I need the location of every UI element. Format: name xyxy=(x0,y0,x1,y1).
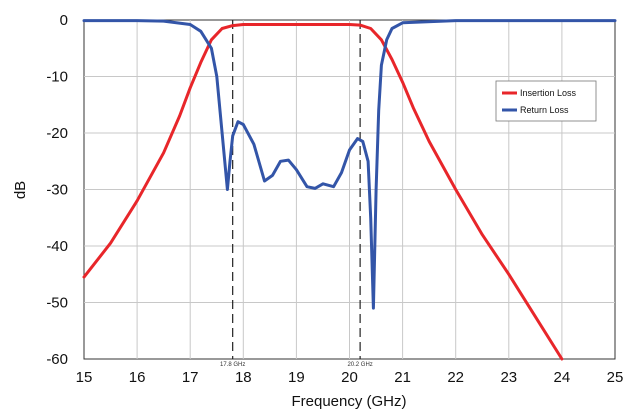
legend: Insertion Loss Return Loss xyxy=(495,80,597,122)
x-axis-title: Frequency (GHz) xyxy=(291,393,406,410)
x-tick-label: 15 xyxy=(76,369,93,386)
y-tick-label: -60 xyxy=(46,351,68,368)
x-tick-label: 24 xyxy=(554,369,571,386)
y-tick-label: 0 xyxy=(60,12,68,29)
x-tick-label: 18 xyxy=(235,369,252,386)
x-tick-label: 16 xyxy=(129,369,146,386)
legend-label-return-loss: Return Loss xyxy=(520,105,569,115)
series-line-insertion-loss xyxy=(82,23,564,361)
x-tick-label: 20 xyxy=(341,369,358,386)
legend-label-insertion-loss: Insertion Loss xyxy=(520,88,577,98)
y-tick-label: -40 xyxy=(46,238,68,255)
y-tick-label: -10 xyxy=(46,69,68,86)
x-tick-label: 23 xyxy=(500,369,517,386)
y-tick-label: -50 xyxy=(46,295,68,312)
y-tick-label: -30 xyxy=(46,182,68,199)
y-tick-labels: 0 -10 -20 -30 -40 -50 -60 xyxy=(46,12,68,368)
series-line-return-loss xyxy=(82,19,617,310)
x-tick-label: 21 xyxy=(394,369,411,386)
x-tick-label: 17 xyxy=(182,369,199,386)
x-tick-label: 25 xyxy=(607,369,624,386)
marker-label: 20.2 GHz xyxy=(347,362,372,368)
frequency-markers: 17.8 GHz 20.2 GHz xyxy=(220,20,373,368)
x-tick-label: 19 xyxy=(288,369,305,386)
x-tick-label: 22 xyxy=(447,369,464,386)
x-tick-labels: 15 16 17 18 19 20 21 22 23 24 25 xyxy=(76,369,624,386)
y-axis-title: dB xyxy=(12,181,29,199)
y-tick-label: -20 xyxy=(46,125,68,142)
legend-box xyxy=(495,80,597,122)
marker-label: 17.8 GHz xyxy=(220,362,245,368)
series-lines xyxy=(82,19,617,361)
